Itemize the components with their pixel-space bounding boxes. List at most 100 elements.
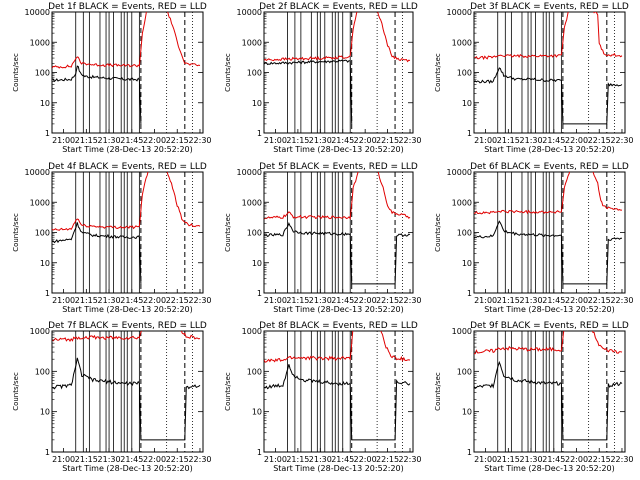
y-tick-label: 10000 bbox=[25, 8, 50, 17]
x-tick-label: 21:00 bbox=[474, 455, 497, 464]
x-tick-label: 22:00 bbox=[143, 136, 166, 145]
y-tick-label: 100 bbox=[35, 69, 50, 78]
x-tick-label: 22:30 bbox=[188, 136, 211, 145]
events-series-line bbox=[264, 221, 411, 285]
x-axis-label: Start Time (28-Dec-13 20:52:20) bbox=[484, 464, 615, 473]
y-tick-label: 10 bbox=[252, 99, 262, 108]
lld-series-line bbox=[474, 172, 622, 215]
x-axis-label: Start Time (28-Dec-13 20:52:20) bbox=[62, 464, 193, 473]
y-axis-label: Counts/sec bbox=[224, 372, 232, 411]
events-series-line bbox=[52, 65, 142, 124]
x-tick-label: 22:00 bbox=[565, 455, 588, 464]
lld-series-line bbox=[474, 331, 623, 355]
x-tick-label: 21:30 bbox=[98, 296, 121, 305]
x-tick-label: 21:15 bbox=[75, 455, 98, 464]
y-tick-label: 1000 bbox=[30, 198, 50, 207]
y-tick-label: 1 bbox=[257, 129, 262, 138]
x-tick-label: 21:30 bbox=[520, 296, 543, 305]
x-axis-label: Start Time (28-Dec-13 20:52:20) bbox=[484, 145, 615, 154]
events-series-line bbox=[474, 220, 622, 285]
x-tick-label: 21:00 bbox=[52, 296, 75, 305]
panel-title: Det 8f BLACK = Events, RED = LLD bbox=[259, 321, 418, 331]
x-tick-label: 21:00 bbox=[474, 136, 497, 145]
y-tick-label: 10000 bbox=[237, 8, 262, 17]
x-tick-label: 22:15 bbox=[588, 136, 611, 145]
events-series-line bbox=[474, 360, 623, 441]
y-tick-label: 1 bbox=[257, 448, 262, 457]
y-axis-label: Counts/sec bbox=[12, 372, 20, 411]
x-tick-label: 21:15 bbox=[286, 296, 309, 305]
x-tick-label: 21:15 bbox=[497, 455, 520, 464]
y-tick-label: 1000 bbox=[242, 38, 262, 47]
y-tick-label: 100 bbox=[35, 367, 50, 376]
x-tick-label: 21:45 bbox=[542, 455, 565, 464]
y-tick-label: 100 bbox=[35, 229, 50, 238]
x-tick-label: 22:15 bbox=[376, 455, 399, 464]
x-tick-label: 21:00 bbox=[52, 455, 75, 464]
x-tick-label: 21:00 bbox=[264, 296, 287, 305]
events-series-line bbox=[474, 67, 623, 125]
y-tick-label: 100 bbox=[457, 367, 472, 376]
y-tick-label: 1 bbox=[467, 129, 472, 138]
x-axis-label: Start Time (28-Dec-13 20:52:20) bbox=[62, 305, 193, 314]
lld-series-line bbox=[52, 331, 201, 342]
x-tick-label: 21:45 bbox=[120, 136, 143, 145]
y-tick-label: 100 bbox=[247, 69, 262, 78]
x-tick-label: 21:45 bbox=[331, 455, 354, 464]
x-tick-label: 21:00 bbox=[264, 136, 287, 145]
x-tick-label: 21:30 bbox=[309, 455, 332, 464]
x-tick-label: 22:15 bbox=[376, 296, 399, 305]
y-tick-label: 1 bbox=[467, 448, 472, 457]
events-series-line bbox=[264, 364, 411, 441]
y-axis-label: Counts/sec bbox=[224, 213, 232, 252]
x-axis-label: Start Time (28-Dec-13 20:52:20) bbox=[273, 305, 404, 314]
x-tick-label: 22:30 bbox=[610, 136, 633, 145]
x-tick-label: 22:30 bbox=[398, 296, 421, 305]
y-tick-label: 10 bbox=[462, 408, 472, 417]
x-tick-label: 21:45 bbox=[542, 296, 565, 305]
y-tick-label: 1000 bbox=[452, 38, 472, 47]
lld-series-line bbox=[52, 172, 201, 231]
panel-title: Det 3f BLACK = Events, RED = LLD bbox=[470, 2, 629, 12]
x-tick-label: 22:15 bbox=[588, 455, 611, 464]
x-tick-label: 21:30 bbox=[309, 296, 332, 305]
lld-series-line bbox=[264, 172, 411, 220]
y-axis-label: Counts/sec bbox=[12, 53, 20, 92]
y-tick-label: 1000 bbox=[30, 38, 50, 47]
x-tick-label: 21:45 bbox=[120, 455, 143, 464]
y-tick-label: 10 bbox=[252, 408, 262, 417]
y-tick-label: 100 bbox=[457, 229, 472, 238]
lld-series-line bbox=[52, 12, 201, 69]
y-tick-label: 1 bbox=[257, 289, 262, 298]
x-tick-label: 21:45 bbox=[542, 136, 565, 145]
y-tick-label: 1000 bbox=[242, 198, 262, 207]
y-tick-label: 10000 bbox=[237, 168, 262, 177]
y-tick-label: 1 bbox=[467, 289, 472, 298]
panel-title: Det 6f BLACK = Events, RED = LLD bbox=[470, 162, 629, 172]
y-tick-label: 100 bbox=[247, 367, 262, 376]
y-tick-label: 10000 bbox=[447, 168, 472, 177]
y-tick-label: 10 bbox=[462, 99, 472, 108]
x-tick-label: 22:30 bbox=[188, 455, 211, 464]
x-tick-label: 22:30 bbox=[398, 455, 421, 464]
events-series-line bbox=[52, 357, 201, 441]
x-axis-label: Start Time (28-Dec-13 20:52:20) bbox=[62, 145, 193, 154]
x-tick-label: 22:00 bbox=[143, 455, 166, 464]
x-tick-label: 22:15 bbox=[166, 296, 189, 305]
y-axis-label: Counts/sec bbox=[434, 372, 442, 411]
x-tick-label: 22:15 bbox=[376, 136, 399, 145]
x-axis-label: Start Time (28-Dec-13 20:52:20) bbox=[273, 145, 404, 154]
x-tick-label: 21:30 bbox=[98, 455, 121, 464]
panel-title: Det 7f BLACK = Events, RED = LLD bbox=[48, 321, 207, 331]
x-tick-label: 22:00 bbox=[354, 136, 377, 145]
x-tick-label: 21:30 bbox=[309, 136, 332, 145]
x-tick-label: 21:45 bbox=[120, 296, 143, 305]
x-tick-label: 22:15 bbox=[166, 136, 189, 145]
x-tick-label: 21:00 bbox=[474, 296, 497, 305]
y-tick-label: 10000 bbox=[447, 8, 472, 17]
x-tick-label: 22:30 bbox=[398, 136, 421, 145]
y-tick-label: 1000 bbox=[30, 327, 50, 336]
x-tick-label: 21:30 bbox=[520, 136, 543, 145]
x-tick-label: 22:30 bbox=[188, 296, 211, 305]
